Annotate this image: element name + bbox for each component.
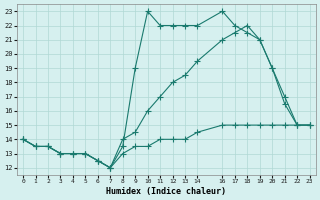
X-axis label: Humidex (Indice chaleur): Humidex (Indice chaleur) xyxy=(106,187,226,196)
